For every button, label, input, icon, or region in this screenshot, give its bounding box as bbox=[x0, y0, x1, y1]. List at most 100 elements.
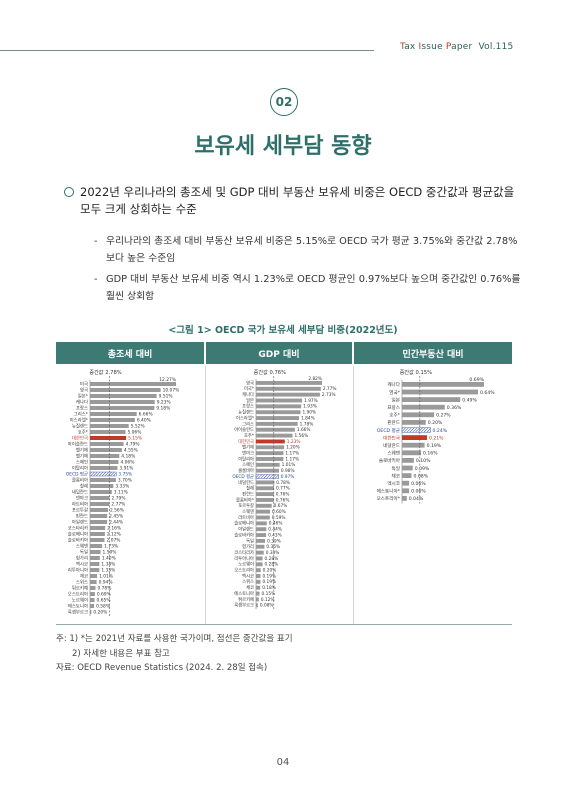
bar bbox=[90, 466, 118, 470]
panel-header-private-property: 민간부동산 대비 bbox=[354, 342, 512, 364]
figure-title: <그림 1> OECD 국가 보유세 세부담 비중(2022년도) bbox=[168, 325, 398, 336]
bar bbox=[256, 427, 295, 432]
category-label: 에스토니아 bbox=[68, 602, 88, 609]
category-label: 리투아니아 bbox=[68, 566, 88, 573]
bar bbox=[90, 610, 92, 614]
data-label: 3.33% bbox=[115, 483, 129, 489]
bar bbox=[90, 454, 120, 458]
data-label: 0.04% bbox=[409, 496, 424, 502]
bar bbox=[90, 418, 135, 422]
bar bbox=[402, 404, 445, 410]
data-label: 0.18% bbox=[262, 585, 276, 591]
data-label: 1.23% bbox=[287, 439, 301, 445]
data-label: 2.77% bbox=[111, 501, 125, 507]
bar bbox=[90, 484, 114, 488]
data-label: 0.59% bbox=[272, 515, 286, 521]
data-label: 0.15% bbox=[262, 591, 276, 597]
bar bbox=[256, 439, 285, 444]
bar bbox=[402, 496, 407, 501]
category-label: OECD 평균 bbox=[377, 427, 400, 434]
bar bbox=[402, 473, 412, 478]
category-label: 덴마크 bbox=[76, 494, 88, 501]
data-label: 0.60% bbox=[272, 509, 286, 515]
bar bbox=[256, 486, 275, 491]
data-label: 1.17% bbox=[285, 451, 299, 457]
data-label: 0.28% bbox=[265, 562, 279, 568]
category-label: 독일 bbox=[392, 465, 400, 472]
bar bbox=[90, 460, 119, 464]
bar bbox=[256, 468, 279, 473]
category-label: 일본* bbox=[78, 392, 89, 399]
category-label: 멕시코 bbox=[387, 480, 400, 487]
data-label: 0.20% bbox=[428, 420, 443, 426]
category-label: 이스라엘* bbox=[70, 416, 89, 423]
data-label: 0.76% bbox=[276, 491, 290, 497]
bar bbox=[256, 421, 298, 426]
category-label: 영국* bbox=[389, 389, 400, 396]
data-label: 0.08% bbox=[414, 473, 429, 479]
data-label: 2.07% bbox=[107, 537, 121, 543]
figure-bottom-rule bbox=[56, 624, 512, 625]
category-label: 코스타리카 bbox=[68, 524, 88, 531]
category-label: 영국 bbox=[246, 379, 254, 386]
header-rule bbox=[0, 50, 374, 51]
category-label: 대한민국 bbox=[72, 434, 88, 441]
category-label: 미국 bbox=[80, 380, 88, 387]
bar bbox=[402, 435, 427, 440]
sub-bullet-2: - GDP 대비 부동산 보유세 비중 역시 1.23%로 OECD 평균인 0.… bbox=[94, 274, 521, 302]
data-label: 0.28% bbox=[265, 556, 279, 562]
bar bbox=[402, 480, 410, 486]
data-label: 10.07% bbox=[163, 387, 180, 393]
bar bbox=[90, 604, 95, 608]
data-label: 1.01% bbox=[282, 462, 296, 468]
data-label: 3.11% bbox=[114, 489, 128, 495]
median-label: 중간값 0.15% bbox=[400, 368, 433, 376]
data-label: 0.49% bbox=[462, 397, 477, 403]
bar bbox=[90, 490, 112, 494]
category-label: 코스타리카 bbox=[234, 549, 254, 556]
data-label: 0.06% bbox=[411, 489, 426, 495]
category-label: 칠레 bbox=[80, 482, 88, 489]
bar bbox=[256, 480, 275, 485]
bar bbox=[256, 533, 267, 537]
bar bbox=[256, 410, 301, 415]
data-label: 0.58% bbox=[96, 603, 110, 609]
category-label: 네덜란드 bbox=[72, 488, 88, 495]
category-label: 스위스 bbox=[242, 578, 254, 585]
data-label: 12.27% bbox=[159, 377, 176, 383]
category-label: 캐나다 bbox=[76, 398, 88, 405]
bar bbox=[256, 492, 274, 497]
bar bbox=[256, 381, 322, 385]
category-label: 콜롬비아* bbox=[236, 496, 255, 503]
section-title: 보유세 세부담 동향 bbox=[194, 134, 372, 159]
data-label: 0.98% bbox=[281, 468, 295, 474]
data-label: 2.79% bbox=[112, 495, 126, 501]
data-label: 0.67% bbox=[274, 503, 288, 509]
bar bbox=[256, 562, 263, 567]
category-label: 슬로바키아 bbox=[234, 531, 254, 538]
bar bbox=[90, 574, 98, 578]
category-label: 스페인 bbox=[242, 461, 254, 468]
bar bbox=[90, 388, 161, 392]
category-label: 슬로바키아 bbox=[68, 536, 88, 543]
bar bbox=[402, 488, 410, 494]
data-label: 0.12% bbox=[261, 597, 275, 603]
bar bbox=[256, 498, 274, 502]
bar bbox=[256, 509, 271, 514]
category-label: 아이슬란드 bbox=[68, 440, 88, 447]
data-label: 1.17% bbox=[285, 456, 299, 462]
data-label: 1.66% bbox=[297, 427, 311, 433]
category-label: 슬로베니아 bbox=[234, 520, 254, 527]
bar bbox=[256, 451, 284, 456]
bar bbox=[402, 450, 422, 456]
data-label: 0.33% bbox=[266, 550, 280, 556]
chart-panel-gdp: 중간값 0.76% 영국 2.82% 미국* 2.77% 캐나다 2.73% 일본 1.97% 프… bbox=[206, 366, 354, 624]
category-label: 미국* bbox=[244, 385, 255, 392]
category-label: 체코 bbox=[392, 472, 400, 479]
data-label: 0.69% bbox=[97, 591, 111, 597]
category-label: 헝가리 bbox=[76, 554, 88, 561]
category-label: 네덜란드 bbox=[383, 442, 400, 449]
data-label: 0.36% bbox=[447, 405, 462, 411]
bar bbox=[90, 442, 124, 446]
data-label: 4.06% bbox=[120, 459, 134, 465]
